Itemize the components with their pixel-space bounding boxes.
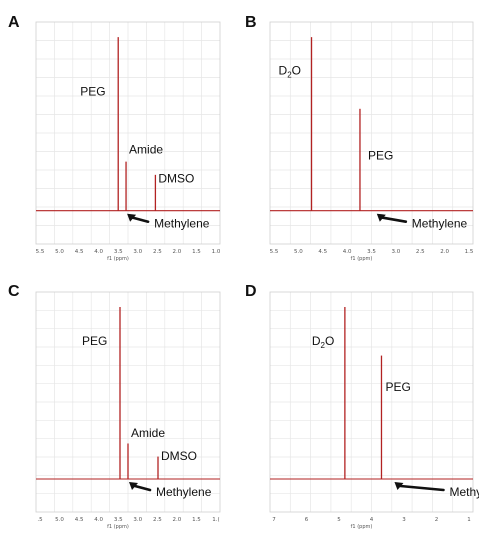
x-tick-label: 4.0 (94, 249, 103, 255)
methylene-arrowhead (376, 213, 386, 222)
x-axis-label: f1 (ppm) (107, 256, 129, 262)
x-tick-label: 3.0 (133, 517, 142, 523)
x-tick-label: 3 (402, 517, 406, 523)
panel-label-c: C (8, 283, 20, 300)
x-tick-label: 4.0 (343, 249, 352, 255)
panel-label-b: B (245, 14, 257, 31)
x-tick-label: 2 (435, 517, 439, 523)
annotation-peg: PEG (368, 149, 393, 163)
x-tick-label: 1.5 (192, 517, 201, 523)
methylene-arrow (381, 216, 408, 223)
x-tick-label: 5.0 (294, 249, 303, 255)
methylene-arrow (399, 484, 445, 492)
annotation-d2o: D2O (312, 334, 334, 350)
annotation-d2o: D2O (279, 64, 301, 80)
methylene-arrowhead (394, 482, 404, 490)
x-tick-label: 4.5 (75, 517, 84, 523)
annotation-methylene: Methylene (156, 485, 212, 499)
panel-a: A 5.5 5.0 4.5 4.0 3.5 3.0 2.5 2.0 1.5 1.0 f1 (ppm)… (8, 14, 221, 262)
x-tick-label: 1.5 (465, 249, 474, 255)
x-tick-label: 4.5 (75, 249, 84, 255)
x-tick-label: 5 (337, 517, 341, 523)
panel-label-a: A (8, 14, 20, 31)
x-axis-label: f1 (ppm) (351, 524, 373, 530)
x-tick-label: .5 (37, 517, 43, 523)
annotation-methylene: Methylene (154, 217, 210, 231)
methylene-arrow (131, 216, 150, 223)
x-tick-label: 3.0 (133, 249, 142, 255)
plot-frame (35, 291, 221, 513)
x-tick-label: 5.0 (55, 249, 64, 255)
x-tick-label: 4 (370, 517, 374, 523)
annotation-amide: Amide (129, 143, 163, 157)
x-tick-label: 5.0 (55, 517, 64, 523)
x-axis-label: f1 (ppm) (351, 256, 373, 262)
annotation-methylene: Methylene (412, 217, 468, 231)
x-axis-label: f1 (ppm) (107, 524, 129, 530)
x-tick-label: 1.( (212, 517, 219, 523)
x-tick-label: 3.5 (114, 517, 123, 523)
x-tick-label: 2.0 (173, 517, 182, 523)
panel-label-d: D (245, 283, 257, 300)
x-tick-label: 2.0 (173, 249, 182, 255)
methylene-arrowhead (129, 482, 138, 490)
x-tick-label: 2.5 (153, 249, 162, 255)
x-tick-label: 5.5 (36, 249, 45, 255)
x-tick-label: 3.5 (367, 249, 376, 255)
x-tick-label: 1.5 (192, 249, 201, 255)
x-tick-label: 4.5 (318, 249, 327, 255)
methylene-arrowhead (127, 213, 137, 222)
annotation-peg: PEG (80, 85, 105, 99)
panel-c: C .5 5.0 4.5 4.0 3.5 3.0 2.5 2.0 1.5 1.( f1 (ppm) P… (8, 283, 221, 530)
x-tick-label: 7 (272, 517, 276, 523)
x-tick-label: 2.5 (153, 517, 162, 523)
x-tick-label: 2.5 (416, 249, 425, 255)
panel-d: D 7 6 5 4 3 2 1 f1 (ppm) D2O PEG Methylene (245, 283, 479, 530)
plot-frame (35, 21, 221, 245)
x-tick-label: 1 (467, 517, 471, 523)
x-tick-label: 3.5 (114, 249, 123, 255)
annotation-dmso: DMSO (161, 449, 197, 463)
x-tick-label: 3.0 (392, 249, 401, 255)
panel-b: B 5.5 5.0 4.5 4.0 3.5 3.0 2.5 2.0 1.5 f1 (ppm) D2O… (245, 14, 474, 262)
annotation-amide: Amide (131, 426, 165, 440)
x-tick-label: 5.5 (270, 249, 279, 255)
x-tick-label: 4.0 (94, 517, 103, 523)
methylene-arrow (133, 484, 152, 492)
x-tick-label: 1.0 (212, 249, 221, 255)
x-tick-label: 6 (305, 517, 309, 523)
annotation-methylene: Methylene (449, 485, 479, 499)
annotation-dmso: DMSO (158, 172, 194, 186)
annotation-peg: PEG (82, 334, 107, 348)
plot-frame (269, 21, 474, 245)
annotation-peg: PEG (385, 380, 410, 394)
plot-frame (269, 291, 474, 513)
x-tick-label: 2.0 (440, 249, 449, 255)
